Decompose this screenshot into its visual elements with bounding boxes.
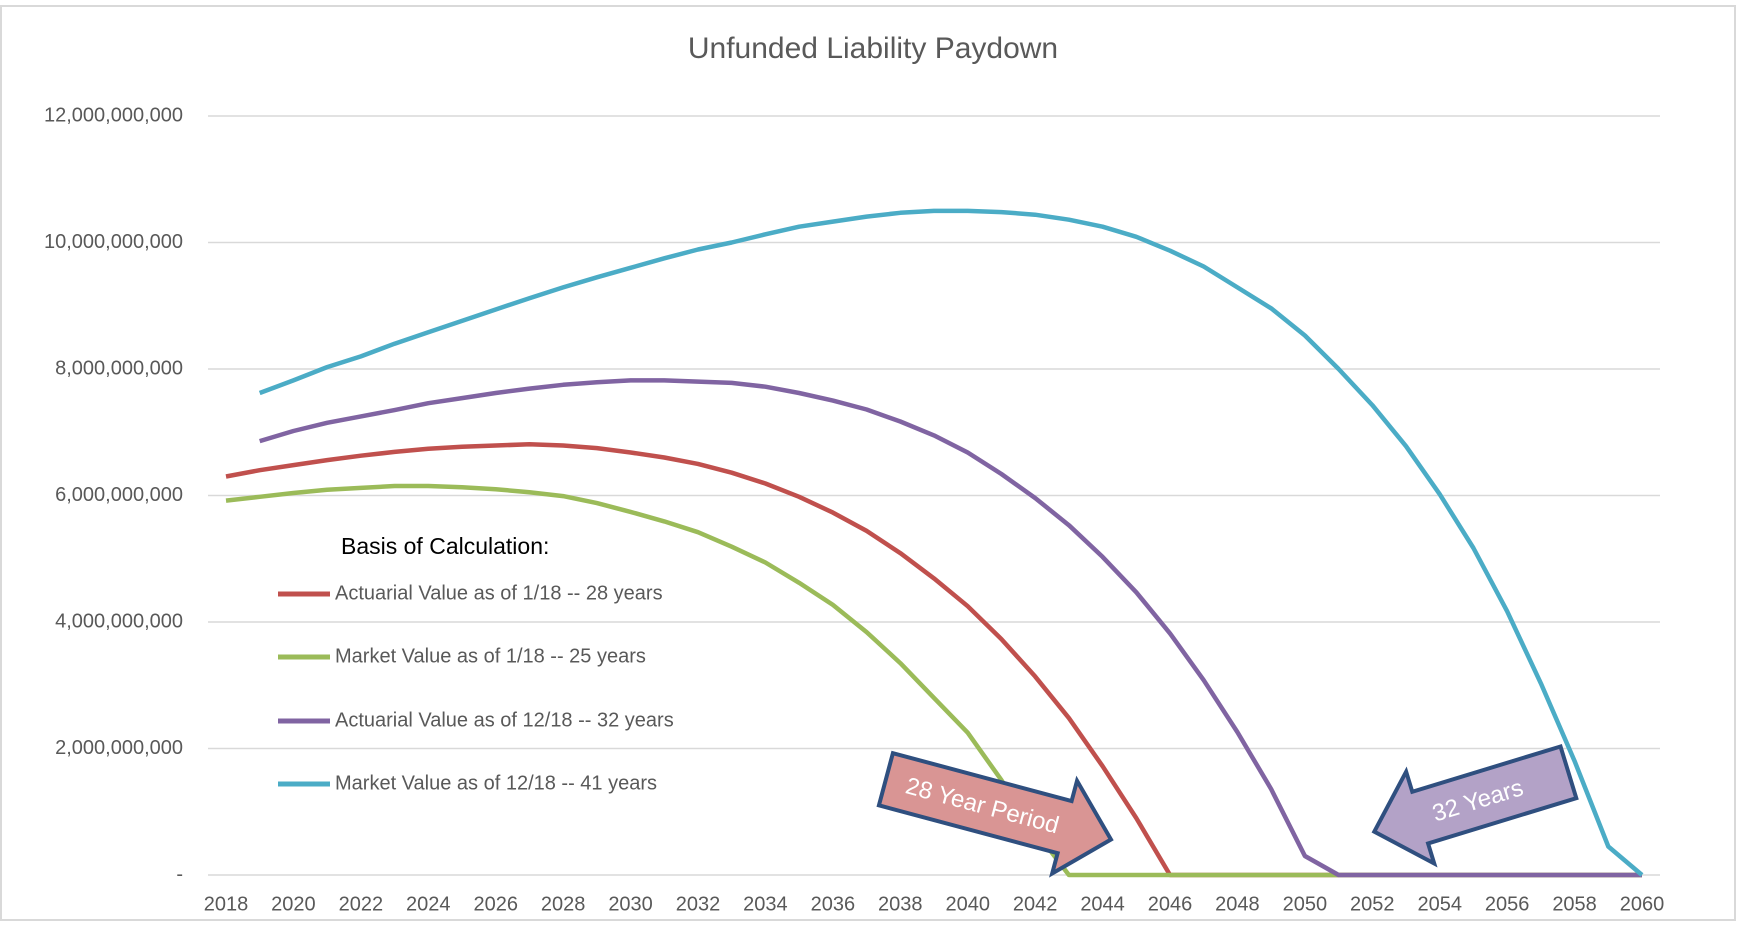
x-tick-label: 2030 [608,893,653,915]
y-tick-label: 12,000,000,000 [44,104,183,126]
annotation-arrow: 32 Years [1371,743,1579,868]
y-tick-label: 10,000,000,000 [44,231,183,253]
series-line [258,208,1644,877]
legend-label: Market Value as of 12/18 -- 41 years [335,772,657,794]
x-tick-label: 2048 [1215,893,1260,915]
x-tick-label: 2028 [541,893,586,915]
y-tick-label: 8,000,000,000 [55,357,183,379]
x-tick-label: 2046 [1148,893,1193,915]
chart-border [0,5,1736,921]
x-tick-label: 2036 [811,893,856,915]
y-tick-label: 6,000,000,000 [55,484,183,506]
x-tick-label: 2024 [406,893,451,915]
y-tick-label: 2,000,000,000 [55,737,183,759]
y-tick-label: 4,000,000,000 [55,610,183,632]
x-tick-label: 2040 [945,893,990,915]
arrow-shape [876,750,1114,878]
x-tick-label: 2038 [878,893,923,915]
x-tick-label: 2020 [271,893,316,915]
annotation-arrow: 28 Year Period [876,750,1114,878]
x-tick-label: 2054 [1417,893,1462,915]
legend-title: Basis of Calculation: [341,533,549,559]
x-tick-label: 2050 [1283,893,1328,915]
legend-label: Actuarial Value as of 12/18 -- 32 years [335,709,674,731]
plot-area: - 2,000,000,000 4,000,000,000 6,000,000,000… [44,104,1664,915]
x-tick-label: 2018 [204,893,249,915]
legend-label: Actuarial Value as of 1/18 -- 28 years [335,582,663,604]
x-tick-label: 2032 [676,893,721,915]
x-tick-label: 2052 [1350,893,1395,915]
chart-title: Unfunded Liability Paydown [688,32,1058,65]
legend-label: Market Value as of 1/18 -- 25 years [335,645,646,667]
x-tick-label: 2060 [1620,893,1665,915]
x-tick-label: 2044 [1080,893,1125,915]
x-tick-label: 2058 [1552,893,1597,915]
x-tick-label: 2022 [339,893,384,915]
x-tick-label: 2026 [473,893,518,915]
x-tick-label: 2056 [1485,893,1530,915]
x-tick-label: 2042 [1013,893,1058,915]
series-line [259,378,1642,878]
y-tick-label: - [176,863,183,885]
arrow-shape [1371,743,1579,868]
x-tick-label: 2034 [743,893,788,915]
